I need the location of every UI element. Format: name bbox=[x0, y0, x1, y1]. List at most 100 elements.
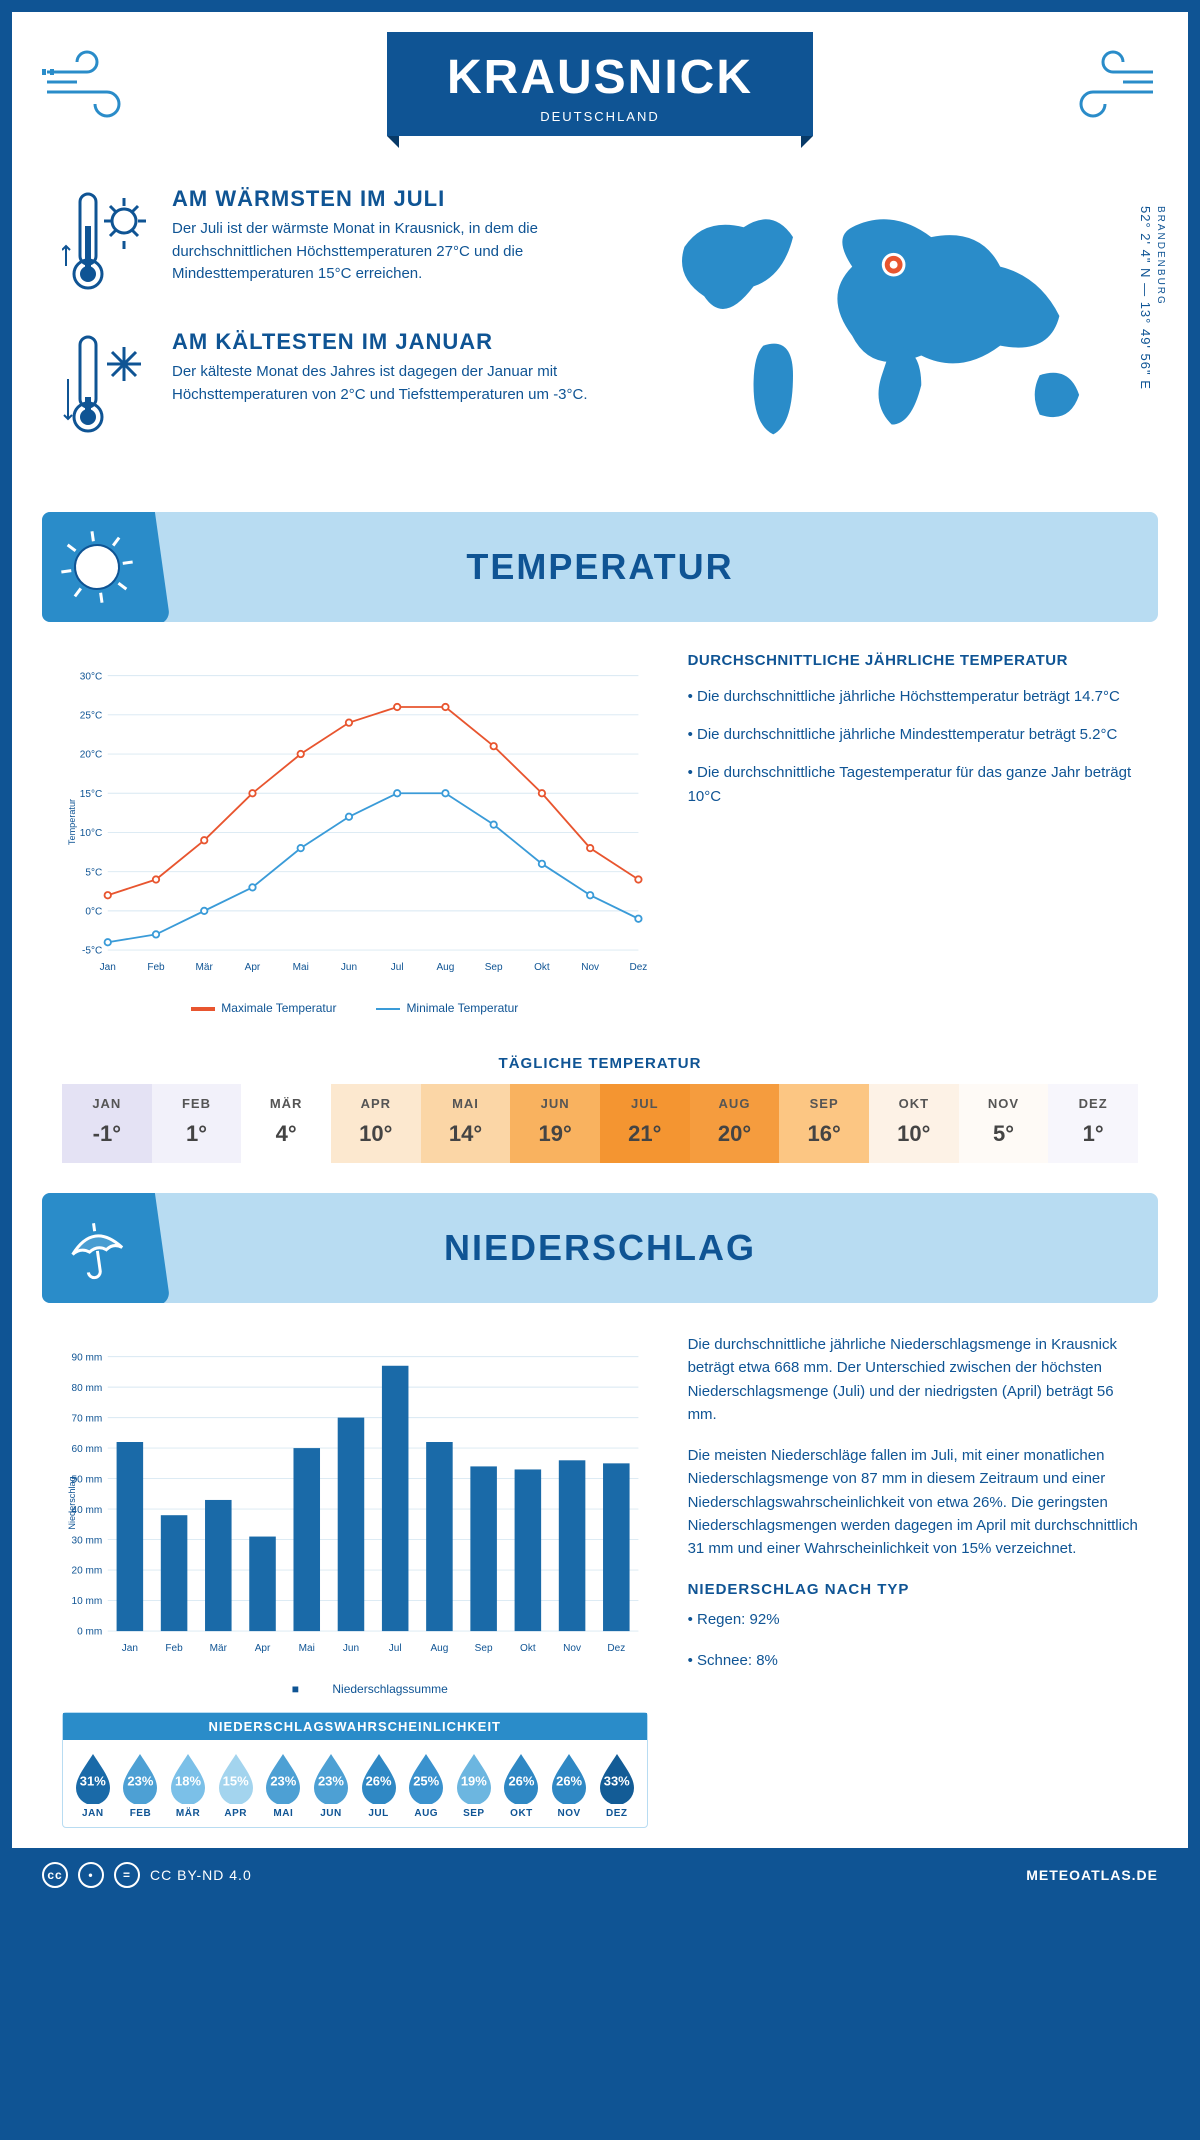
fact-cold-text: Der kälteste Monat des Jahres ist dagege… bbox=[172, 361, 605, 406]
svg-text:Aug: Aug bbox=[436, 962, 454, 973]
raindrop-icon: 19% bbox=[453, 1752, 495, 1804]
svg-text:Okt: Okt bbox=[520, 1643, 536, 1654]
daily-cell: FEB1° bbox=[152, 1084, 242, 1163]
svg-text:Sep: Sep bbox=[475, 1643, 493, 1654]
svg-text:Dez: Dez bbox=[629, 962, 647, 973]
probability-panel: NIEDERSCHLAGSWAHRSCHEINLICHKEIT 31%JAN 2… bbox=[62, 1712, 648, 1828]
intro-section: AM WÄRMSTEN IM JULI Der Juli ist der wär… bbox=[12, 166, 1188, 502]
fact-coldest: AM KÄLTESTEN IM JANUAR Der kälteste Mona… bbox=[62, 329, 605, 444]
coordinates: BRANDENBURG 52° 2' 4" N — 13° 49' 56" E bbox=[1138, 206, 1168, 390]
umbrella-icon bbox=[42, 1193, 170, 1303]
footer: cc • = CC BY-ND 4.0 METEOATLAS.DE bbox=[12, 1848, 1188, 1902]
raindrop-icon: 15% bbox=[215, 1752, 257, 1804]
svg-text:0 mm: 0 mm bbox=[77, 1627, 102, 1638]
precip-left-column: 0 mm10 mm20 mm30 mm40 mm50 mm60 mm70 mm8… bbox=[62, 1333, 648, 1828]
svg-text:Nov: Nov bbox=[581, 962, 599, 973]
precip-text-column: Die durchschnittliche jährliche Niedersc… bbox=[688, 1333, 1138, 1828]
svg-text:90 mm: 90 mm bbox=[72, 1352, 103, 1363]
fact-warm-text: Der Juli ist der wärmste Monat in Krausn… bbox=[172, 218, 605, 286]
precip-para-2: Die meisten Niederschläge fallen im Juli… bbox=[688, 1444, 1138, 1560]
svg-text:20 mm: 20 mm bbox=[72, 1566, 103, 1577]
prob-cell: 33%DEZ bbox=[593, 1752, 641, 1819]
prob-cell: 23%JUN bbox=[307, 1752, 355, 1819]
prob-cell: 19%SEP bbox=[450, 1752, 498, 1819]
svg-text:Dez: Dez bbox=[607, 1643, 625, 1654]
svg-text:Jun: Jun bbox=[341, 962, 357, 973]
prob-cell: 23%MAI bbox=[260, 1752, 308, 1819]
footer-left: cc • = CC BY-ND 4.0 bbox=[42, 1862, 252, 1888]
temp-bullet-1: • Die durchschnittliche jährliche Höchst… bbox=[688, 685, 1138, 709]
raindrop-icon: 18% bbox=[167, 1752, 209, 1804]
temp-legend: Maximale Temperatur Minimale Temperatur bbox=[62, 1001, 648, 1015]
daily-cell: DEZ1° bbox=[1048, 1084, 1138, 1163]
footer-site: METEOATLAS.DE bbox=[1026, 1867, 1158, 1883]
wind-icon-left bbox=[42, 42, 152, 127]
svg-text:0°C: 0°C bbox=[85, 907, 102, 918]
temp-chart-area: -5°C0°C5°C10°C15°C20°C25°C30°CJanFebMärA… bbox=[62, 652, 648, 1015]
raindrop-icon: 31% bbox=[72, 1752, 114, 1804]
svg-text:Okt: Okt bbox=[534, 962, 550, 973]
daily-cell: SEP16° bbox=[779, 1084, 869, 1163]
svg-text:60 mm: 60 mm bbox=[72, 1444, 103, 1455]
temp-bullet-3: • Die durchschnittliche Tagestemperatur … bbox=[688, 761, 1138, 809]
svg-text:25°C: 25°C bbox=[80, 710, 102, 721]
svg-text:Feb: Feb bbox=[147, 962, 165, 973]
raindrop-icon: 25% bbox=[405, 1752, 447, 1804]
temp-body: -5°C0°C5°C10°C15°C20°C25°C30°CJanFebMärA… bbox=[12, 622, 1188, 1035]
raindrop-icon: 26% bbox=[358, 1752, 400, 1804]
prob-cell: 23%FEB bbox=[117, 1752, 165, 1819]
city-title: KRAUSNICK bbox=[447, 50, 753, 105]
svg-text:Jan: Jan bbox=[122, 1643, 138, 1654]
svg-text:Jun: Jun bbox=[343, 1643, 359, 1654]
section-header-temp: TEMPERATUR bbox=[42, 512, 1158, 622]
precip-section-title: NIEDERSCHLAG bbox=[444, 1227, 756, 1269]
svg-text:30 mm: 30 mm bbox=[72, 1535, 103, 1546]
precip-legend: ■ Niederschlagssumme bbox=[62, 1682, 648, 1696]
precip-type-snow: • Schnee: 8% bbox=[688, 1649, 1138, 1672]
temp-text-column: DURCHSCHNITTLICHE JÄHRLICHE TEMPERATUR •… bbox=[688, 652, 1138, 1015]
svg-text:-5°C: -5°C bbox=[82, 946, 102, 957]
raindrop-icon: 26% bbox=[548, 1752, 590, 1804]
svg-text:Apr: Apr bbox=[255, 1643, 271, 1654]
svg-text:Jul: Jul bbox=[389, 1643, 402, 1654]
fact-warmest: AM WÄRMSTEN IM JULI Der Juli ist der wär… bbox=[62, 186, 605, 301]
raindrop-icon: 23% bbox=[119, 1752, 161, 1804]
title-banner: KRAUSNICK DEUTSCHLAND bbox=[387, 32, 813, 136]
license-text: CC BY-ND 4.0 bbox=[150, 1867, 252, 1883]
raindrop-icon: 26% bbox=[500, 1752, 542, 1804]
legend-min: Minimale Temperatur bbox=[376, 1001, 518, 1015]
daily-cell: JAN-1° bbox=[62, 1084, 152, 1163]
svg-text:5°C: 5°C bbox=[85, 867, 102, 878]
svg-text:Aug: Aug bbox=[430, 1643, 448, 1654]
fact-cold-title: AM KÄLTESTEN IM JANUAR bbox=[172, 329, 605, 355]
precipitation-bar-chart: 0 mm10 mm20 mm30 mm40 mm50 mm60 mm70 mm8… bbox=[62, 1333, 648, 1673]
daily-cell: AUG20° bbox=[690, 1084, 780, 1163]
prob-cell: 15%APR bbox=[212, 1752, 260, 1819]
country-subtitle: DEUTSCHLAND bbox=[447, 109, 753, 124]
svg-text:70 mm: 70 mm bbox=[72, 1413, 103, 1424]
raindrop-icon: 33% bbox=[596, 1752, 638, 1804]
infographic-page: KRAUSNICK DEUTSCHLAND AM WÄRMSTEN IM JUL… bbox=[12, 12, 1188, 1902]
daily-cell: APR10° bbox=[331, 1084, 421, 1163]
thermometer-cold-icon bbox=[62, 329, 152, 444]
probability-grid: 31%JAN 23%FEB 18%MÄR 15%APR 23%MAI 23%JU… bbox=[63, 1740, 647, 1827]
precip-type-heading: NIEDERSCHLAG NACH TYP bbox=[688, 1578, 1138, 1601]
svg-text:Feb: Feb bbox=[165, 1643, 183, 1654]
thermometer-hot-icon bbox=[62, 186, 152, 301]
precip-type-rain: • Regen: 92% bbox=[688, 1608, 1138, 1631]
prob-cell: 18%MÄR bbox=[164, 1752, 212, 1819]
svg-text:30°C: 30°C bbox=[80, 671, 102, 682]
svg-text:Mär: Mär bbox=[210, 1643, 228, 1654]
probability-title: NIEDERSCHLAGSWAHRSCHEINLICHKEIT bbox=[63, 1713, 647, 1740]
daily-cell: MAI14° bbox=[421, 1084, 511, 1163]
temperature-line-chart: -5°C0°C5°C10°C15°C20°C25°C30°CJanFebMärA… bbox=[62, 652, 648, 992]
prob-cell: 26%NOV bbox=[545, 1752, 593, 1819]
svg-text:Temperatur: Temperatur bbox=[67, 799, 77, 845]
daily-cell: MÄR4° bbox=[241, 1084, 331, 1163]
precip-para-1: Die durchschnittliche jährliche Niedersc… bbox=[688, 1333, 1138, 1426]
header: KRAUSNICK DEUTSCHLAND bbox=[12, 12, 1188, 166]
temp-bullet-2: • Die durchschnittliche jährliche Mindes… bbox=[688, 723, 1138, 747]
nd-icon: = bbox=[114, 1862, 140, 1888]
daily-cell: OKT10° bbox=[869, 1084, 959, 1163]
svg-text:Sep: Sep bbox=[485, 962, 503, 973]
